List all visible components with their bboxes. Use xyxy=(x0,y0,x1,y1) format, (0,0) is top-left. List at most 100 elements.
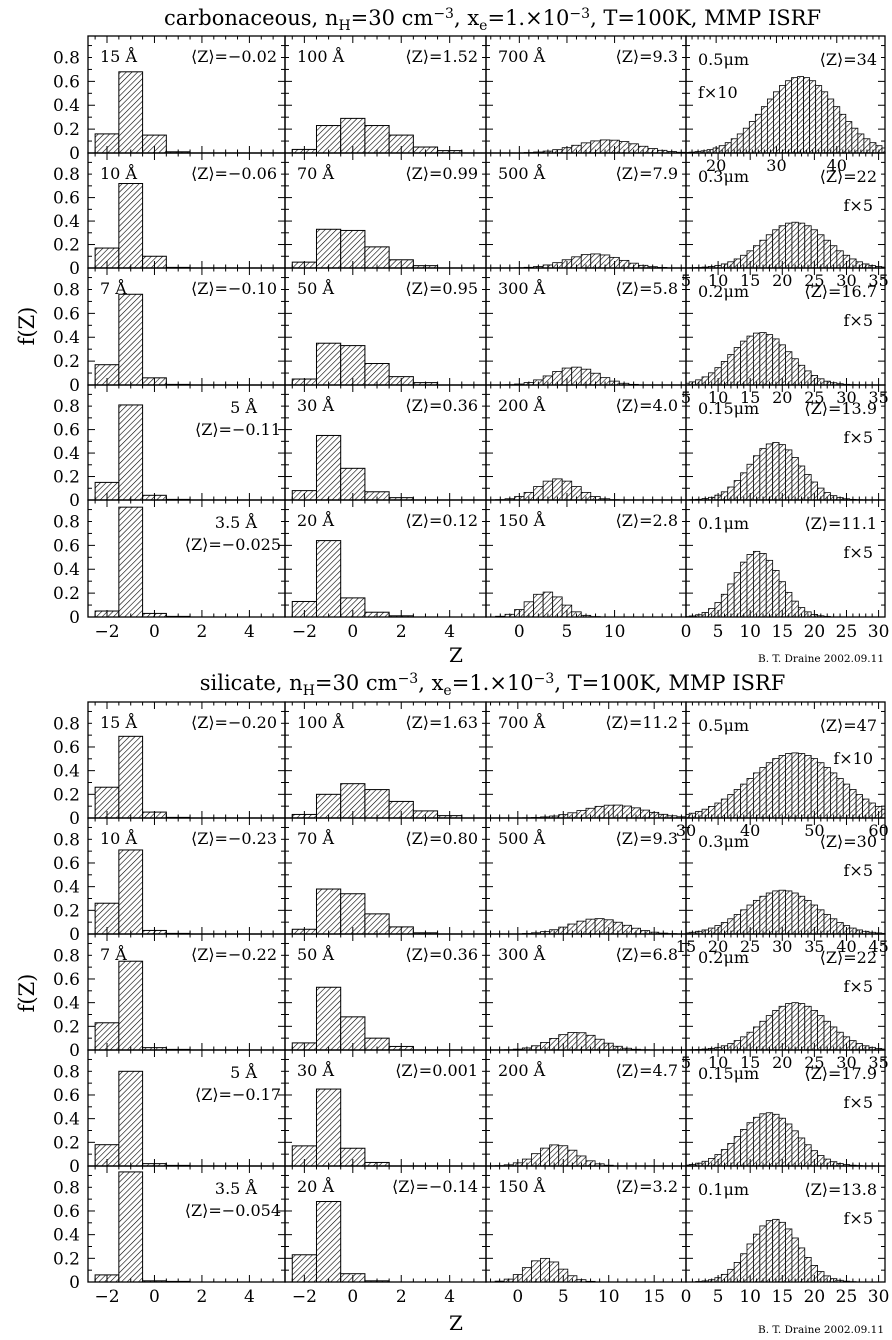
x-tick-label: −2 xyxy=(292,1287,317,1307)
y-tick-label: 0.2 xyxy=(53,352,80,372)
histogram-bar xyxy=(759,448,767,501)
x-tick-label: 60 xyxy=(868,821,888,840)
panel-size-label: 10 Å xyxy=(100,828,137,848)
x-tick-label: 2 xyxy=(197,622,208,642)
histogram-bar xyxy=(315,1088,342,1167)
x-tick-label: 2 xyxy=(197,1287,208,1307)
panel-size-label: 200 Å xyxy=(498,395,546,415)
histogram-bar xyxy=(118,506,144,618)
panel-mean-charge-label: ⟨Z⟩=−0.22 xyxy=(191,945,277,964)
panel-mean-charge-label: ⟨Z⟩=−0.14 xyxy=(392,1177,478,1196)
histogram-bar xyxy=(315,342,342,386)
x-tick-label: 4 xyxy=(244,622,255,642)
chart-title-part: H xyxy=(303,683,315,699)
panel-size-label: 50 Å xyxy=(297,944,334,964)
histogram-bar xyxy=(740,1129,748,1167)
y-tick-label: 0 xyxy=(69,925,80,945)
histogram-bar xyxy=(740,561,748,618)
histogram-bar xyxy=(804,1257,812,1283)
histogram-bar xyxy=(118,735,144,819)
histogram-bar xyxy=(364,789,390,819)
x-tick-label: 20 xyxy=(708,937,728,956)
panel-size-label: 0.3μm xyxy=(698,167,749,186)
x-tick-label: 50 xyxy=(804,821,824,840)
chart-title-part: , T=100K, MMP ISRF xyxy=(590,6,821,30)
panel-carbonaceous-500: 500 Å ⟨Z⟩=7.9 xyxy=(485,152,687,269)
histogram-bar xyxy=(772,1113,780,1167)
panel-mean-charge-label: ⟨Z⟩=−0.17 xyxy=(195,1085,281,1104)
histogram-bar xyxy=(830,772,838,819)
panel-scale-label: f×10 xyxy=(833,749,873,768)
histogram-bar xyxy=(740,1253,748,1283)
histogram-bar xyxy=(753,1233,761,1283)
panel-size-label: 500 Å xyxy=(498,828,546,848)
histogram-bar xyxy=(772,1218,780,1283)
histogram-bar xyxy=(815,85,823,154)
x-tick-label: 30 xyxy=(868,1287,890,1307)
histogram-bar xyxy=(785,890,793,935)
panel-mean-charge-label: ⟨Z⟩=22 xyxy=(820,948,877,967)
chart-title-part: e xyxy=(443,683,451,699)
panel-mean-charge-label: ⟨Z⟩=6.8 xyxy=(616,945,678,964)
y-axis-label: f(Z) xyxy=(15,974,39,1013)
x-tick-label: 4 xyxy=(444,622,455,642)
x-tick-label: 20 xyxy=(772,388,792,407)
x-tick-label: 15 xyxy=(771,1287,793,1307)
panel-size-label: 3.5 Å xyxy=(215,1178,258,1198)
y-tick-label: 0.6 xyxy=(53,1086,80,1106)
histogram-bar xyxy=(778,755,786,819)
x-tick-label: 30 xyxy=(836,388,856,407)
x-tick-label: 35 xyxy=(868,271,888,290)
panel-size-label: 150 Å xyxy=(498,510,546,530)
x-tick-label: 20 xyxy=(772,1053,792,1072)
y-tick-label: 0.4 xyxy=(53,328,80,348)
histogram-bar xyxy=(118,849,144,935)
panel-mean-charge-label: ⟨Z⟩=9.3 xyxy=(616,47,678,66)
histogram-bar xyxy=(759,332,767,386)
panel-size-label: 0.1μm xyxy=(698,1180,749,1199)
panel-carbonaceous-7: 7 Å ⟨Z⟩=−0.10 xyxy=(87,267,286,386)
y-tick-label: 0.8 xyxy=(53,512,80,532)
y-tick-label: 0.4 xyxy=(53,994,80,1014)
panel-carbonaceous-100: 100 Å ⟨Z⟩=1.52 xyxy=(284,35,487,154)
panel-size-label: 5 Å xyxy=(230,397,257,417)
histogram-bar xyxy=(720,361,729,386)
chart-title-part: =30 cm xyxy=(351,6,434,30)
histogram-bar xyxy=(791,358,799,386)
histogram-bar xyxy=(733,347,741,386)
x-tick-label: 15 xyxy=(740,1053,760,1072)
histogram-bar xyxy=(785,222,793,269)
panel-mean-charge-label: ⟨Z⟩=16.7 xyxy=(804,282,877,301)
panel-scale-label: f×5 xyxy=(843,196,873,215)
histogram-bar xyxy=(772,1010,780,1051)
panel-silicate-200: 200 Å ⟨Z⟩=4.7 xyxy=(485,1049,687,1167)
x-tick-label: 0 xyxy=(149,1287,160,1307)
y-tick-label: 0 xyxy=(69,809,80,829)
histogram-bar xyxy=(118,293,144,386)
x-tick-label: 25 xyxy=(804,1053,824,1072)
histogram-bar xyxy=(759,895,767,935)
y-axis-label: f(Z) xyxy=(15,307,39,346)
x-tick-label: 10 xyxy=(604,622,626,642)
chart-title-part: H xyxy=(338,18,350,34)
panel-mean-charge-label: ⟨Z⟩=7.9 xyxy=(616,164,678,183)
chart-title-part: , x xyxy=(454,6,479,30)
panel-size-label: 70 Å xyxy=(297,163,334,183)
panel-size-label: 50 Å xyxy=(297,278,334,298)
chart-title-part: =1.×10 xyxy=(452,671,534,695)
panel-mean-charge-label: ⟨Z⟩=−0.20 xyxy=(191,713,277,732)
histogram-bar xyxy=(810,758,818,819)
y-tick-label: 0.6 xyxy=(53,970,80,990)
panel-mean-charge-label: ⟨Z⟩=1.63 xyxy=(405,713,478,732)
x-tick-label: 40 xyxy=(827,156,847,175)
histogram-bar xyxy=(765,1112,774,1167)
panel-size-label: 0.15μm xyxy=(698,399,759,418)
panel-scale-label: f×5 xyxy=(843,861,873,880)
panel-size-label: 7 Å xyxy=(100,278,127,298)
histogram-bar xyxy=(765,1015,774,1051)
histogram-bar xyxy=(748,121,756,154)
panel-carbonaceous-0.15μm: 0.15μm ⟨Z⟩=13.9 f×5 xyxy=(685,384,886,501)
histogram-bar xyxy=(727,583,735,618)
y-tick-label: 0.2 xyxy=(53,785,80,805)
panel-carbonaceous-50: 50 Å ⟨Z⟩=0.95 xyxy=(284,267,487,386)
